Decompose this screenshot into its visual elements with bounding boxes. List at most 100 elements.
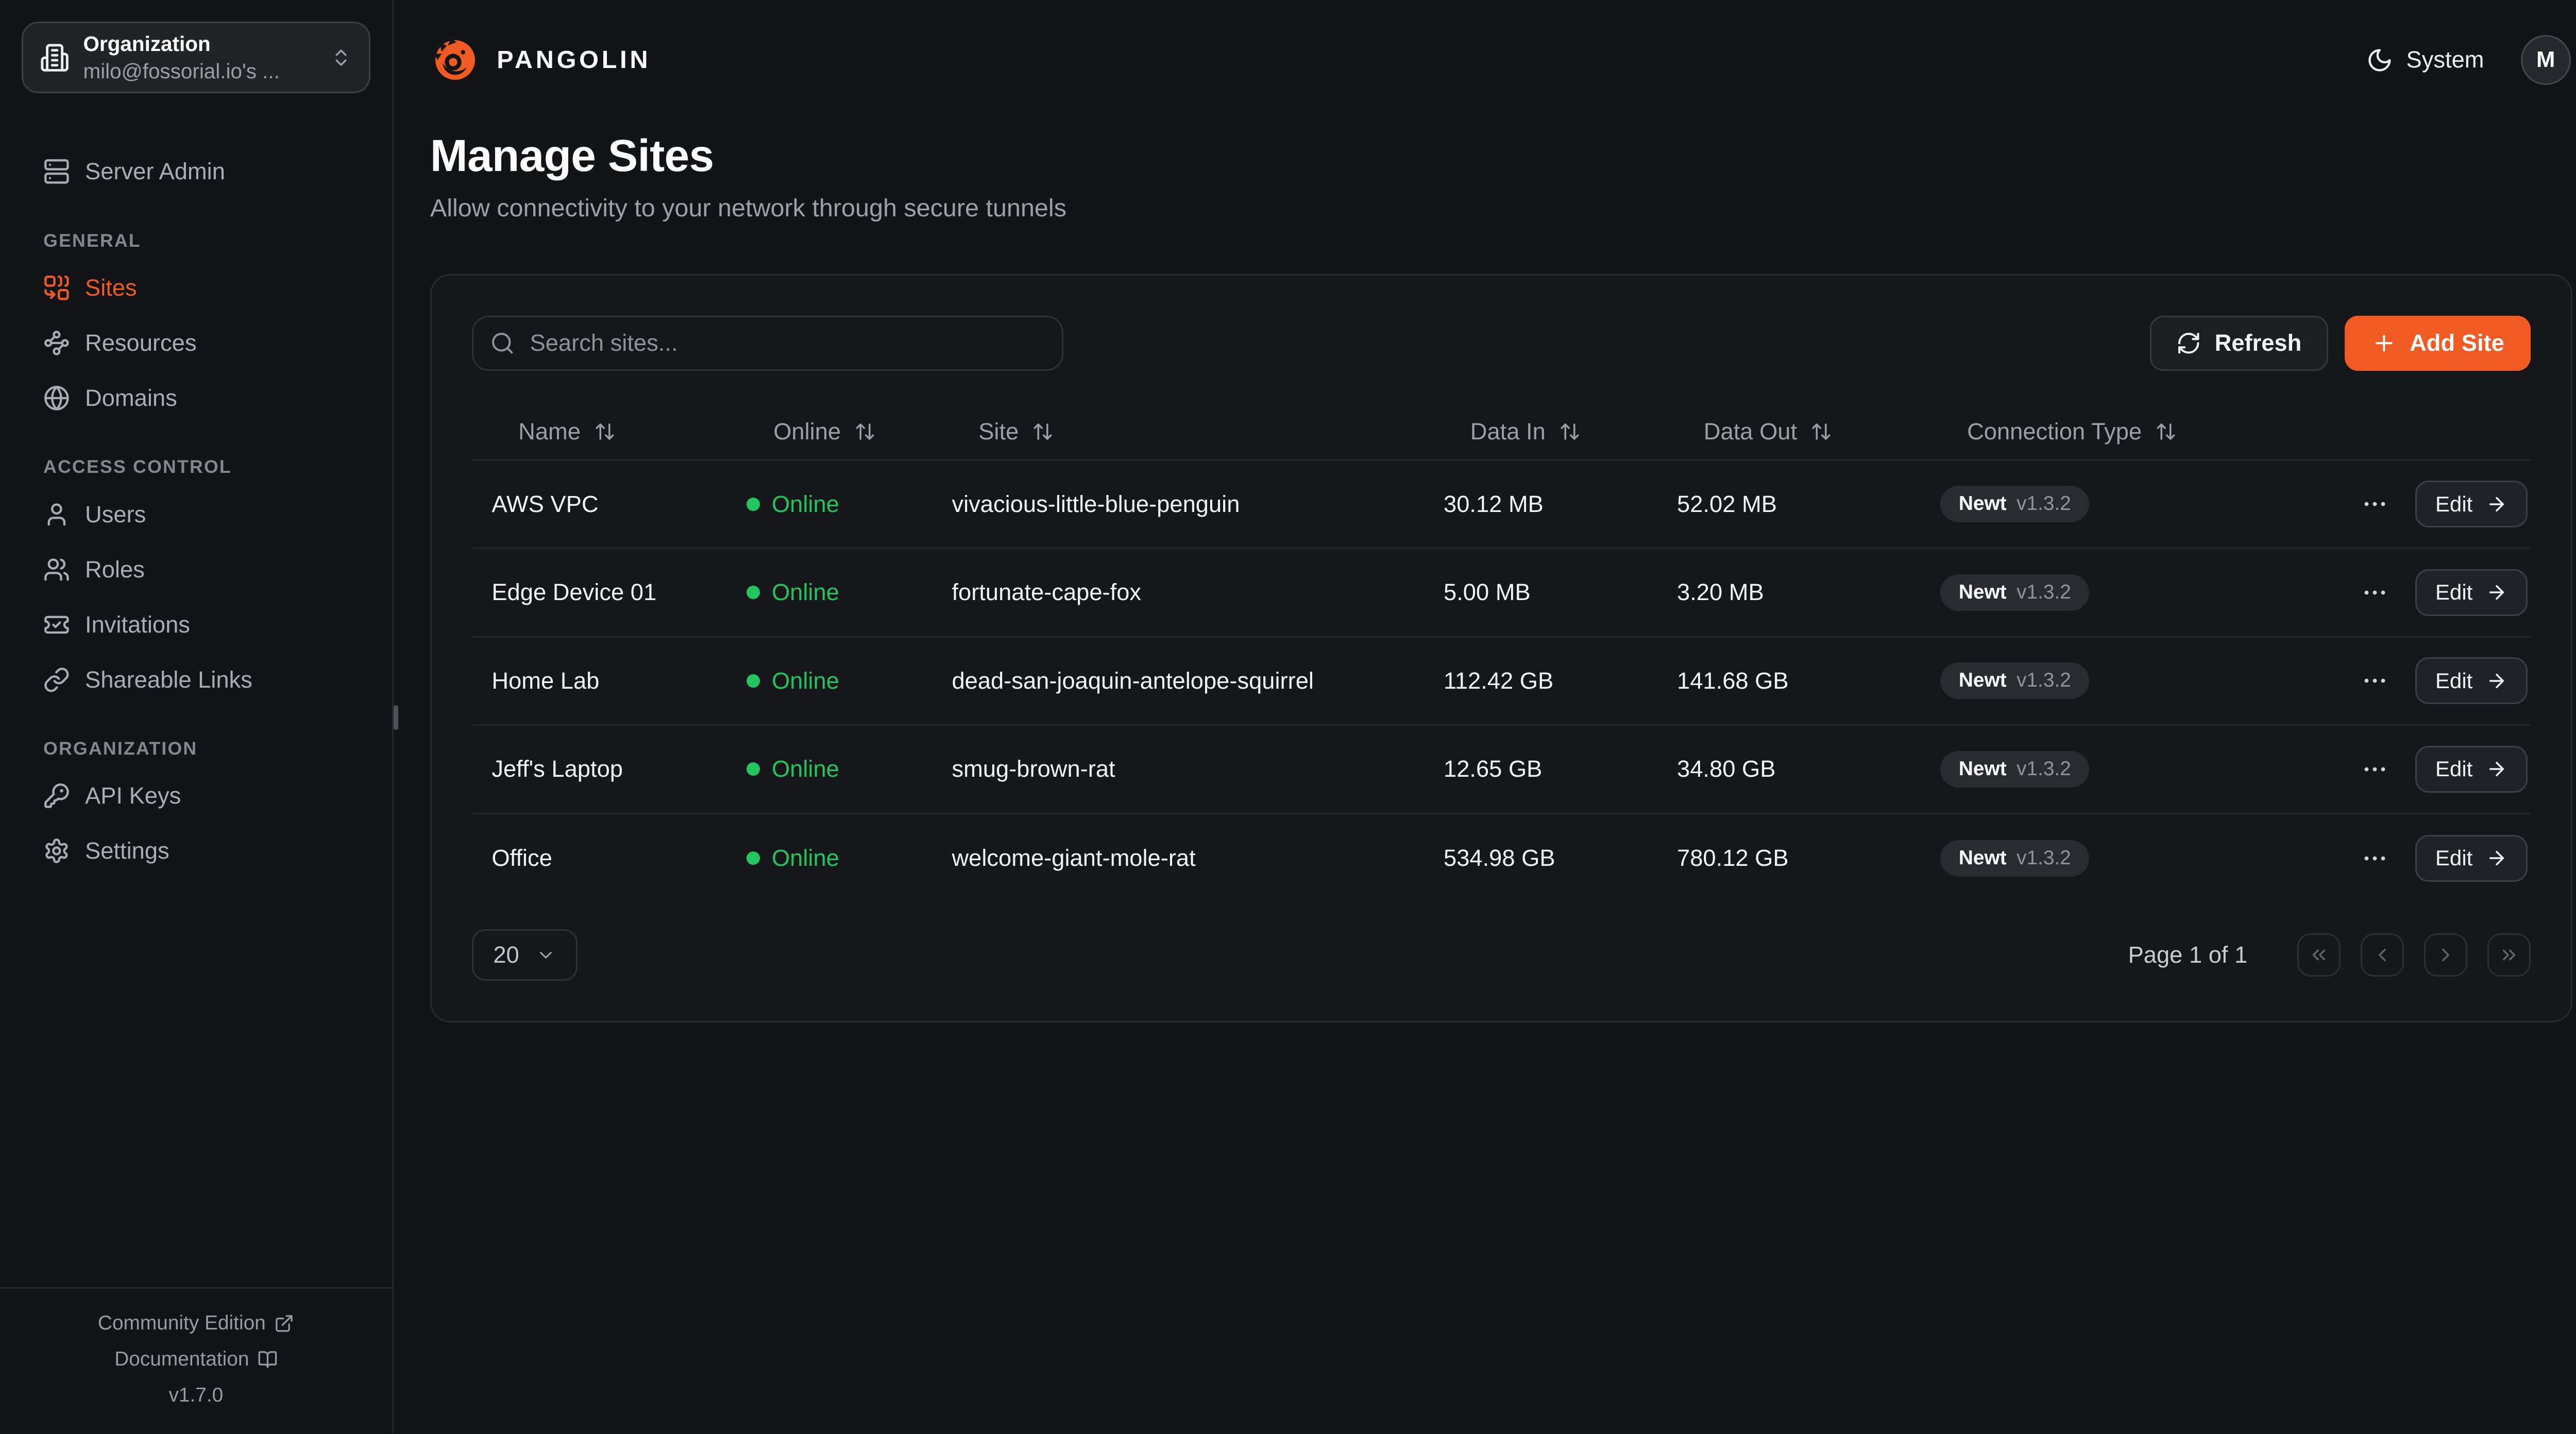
column-header-online[interactable]: Online <box>727 418 932 445</box>
status-badge: Online <box>747 579 931 606</box>
sidebar-item-label: Invitations <box>85 611 190 638</box>
edit-button[interactable]: Edit <box>2415 481 2528 528</box>
brand-logo[interactable]: PANGOLIN <box>430 35 651 85</box>
sidebar-item-shareable-links[interactable]: Shareable Links <box>23 653 368 707</box>
edit-button[interactable]: Edit <box>2415 657 2528 705</box>
cell-site: smug-brown-rat <box>952 756 1115 782</box>
avatar[interactable]: M <box>2520 35 2571 86</box>
first-page-button[interactable] <box>2297 933 2341 977</box>
last-page-button[interactable] <box>2487 933 2531 977</box>
sidebar-section-general: GENERAL <box>43 230 141 251</box>
cell-connection-type: Newt v1.3.2 <box>1920 486 2344 523</box>
building-icon <box>41 43 69 72</box>
sidebar-item-resources[interactable]: Resources <box>23 316 368 370</box>
org-label: Organization <box>83 32 211 56</box>
column-header-name[interactable]: Name <box>472 418 727 445</box>
version-label: v1.7.0 <box>168 1384 224 1407</box>
sidebar: Organization milo@fossorial.io's ... Ser… <box>0 0 394 1433</box>
theme-toggle[interactable]: System <box>2366 46 2484 73</box>
cell-data-out: 141.68 GB <box>1677 667 1789 694</box>
online-dot-icon <box>747 586 760 600</box>
cell-online: Online <box>727 579 932 606</box>
cell-site: fortunate-cape-fox <box>952 579 1142 606</box>
add-site-button[interactable]: Add Site <box>2345 316 2531 371</box>
community-edition-label: Community Edition <box>97 1312 266 1335</box>
chevrons-up-down-icon <box>335 49 347 66</box>
table-toolbar: Refresh Add Site <box>471 316 2531 371</box>
connection-name: Newt <box>1958 846 2007 869</box>
sidebar-item-settings[interactable]: Settings <box>23 824 368 878</box>
sidebar-item-roles[interactable]: Roles <box>23 543 368 596</box>
edit-button[interactable]: Edit <box>2415 745 2528 793</box>
sidebar-item-invitations[interactable]: Invitations <box>23 598 368 652</box>
sites-card: Refresh Add Site Name <box>430 274 2572 1022</box>
cell-online: Online <box>727 845 932 872</box>
search-icon <box>492 333 513 354</box>
column-header-site[interactable]: Site <box>932 418 1424 445</box>
toolbar-actions: Refresh Add Site <box>2149 316 2531 371</box>
cell-site: vivacious-little-blue-penguin <box>952 490 1240 517</box>
globe-icon <box>44 386 69 411</box>
page-size-select[interactable]: 20 <box>471 929 578 981</box>
sidebar-item-domains[interactable]: Domains <box>23 371 368 425</box>
cell-online: Online <box>727 491 932 518</box>
sidebar-item-label: Users <box>85 501 146 527</box>
ellipsis-icon <box>2364 767 2385 772</box>
column-label: Site <box>978 418 1019 445</box>
ellipsis-icon <box>2364 502 2385 506</box>
sort-icon <box>2157 423 2175 440</box>
online-dot-icon <box>747 851 760 865</box>
edit-label: Edit <box>2435 668 2473 693</box>
org-switcher[interactable]: Organization milo@fossorial.io's ... <box>22 22 370 94</box>
row-menu-button[interactable] <box>2357 752 2392 787</box>
sidebar-item-users[interactable]: Users <box>23 488 368 541</box>
documentation-link[interactable]: Documentation <box>0 1341 392 1377</box>
chevron-left-icon <box>2379 948 2386 962</box>
status-label: Online <box>771 756 839 782</box>
cell-data-in: 12.65 GB <box>1444 756 1543 782</box>
cell-online: Online <box>727 756 932 782</box>
sidebar-item-label: Shareable Links <box>85 666 252 693</box>
sidebar-item-label: Sites <box>85 275 137 301</box>
row-menu-button[interactable] <box>2357 841 2392 876</box>
row-menu-button[interactable] <box>2357 487 2392 522</box>
cell-actions: Edit <box>2344 569 2531 616</box>
arrow-right-icon <box>2489 497 2504 511</box>
column-label: Name <box>518 418 581 445</box>
search-input[interactable] <box>471 316 1064 371</box>
search-wrap <box>471 316 1064 371</box>
previous-page-button[interactable] <box>2361 933 2404 977</box>
ellipsis-icon <box>2364 590 2385 595</box>
column-header-data-in[interactable]: Data In <box>1423 418 1657 445</box>
connection-version: v1.3.2 <box>2016 581 2071 603</box>
page-content: Manage Sites Allow connectivity to your … <box>394 120 2576 1022</box>
ellipsis-icon <box>2364 678 2385 683</box>
sidebar-item-server-admin[interactable]: Server Admin <box>23 145 368 199</box>
sidebar-item-api-keys[interactable]: API Keys <box>23 769 368 823</box>
edit-button[interactable]: Edit <box>2415 569 2528 616</box>
column-header-data-out[interactable]: Data Out <box>1657 418 1920 445</box>
ticket-check-icon <box>44 616 69 634</box>
next-page-button[interactable] <box>2424 933 2468 977</box>
book-open-icon <box>258 1351 277 1368</box>
row-menu-button[interactable] <box>2357 663 2392 698</box>
community-edition-link[interactable]: Community Edition <box>0 1305 392 1341</box>
row-menu-button[interactable] <box>2357 575 2392 610</box>
sidebar-section-access-control: ACCESS CONTROL <box>43 456 232 477</box>
status-badge: Online <box>747 668 931 694</box>
sidebar-resize-handle[interactable] <box>393 705 399 730</box>
table-row: AWS VPC Online vivacious-little-blue-pen… <box>471 461 2531 549</box>
connection-version: v1.3.2 <box>2016 492 2071 515</box>
table-row: Office Online welcome-giant-mole-rat 534… <box>472 814 2531 903</box>
status-label: Online <box>771 490 839 517</box>
connection-version: v1.3.2 <box>2016 846 2071 869</box>
chevron-down-icon <box>540 951 552 959</box>
column-label: Data Out <box>1703 418 1798 445</box>
server-icon <box>44 159 69 184</box>
connection-type-badge: Newt v1.3.2 <box>1940 840 2090 877</box>
refresh-button[interactable]: Refresh <box>2149 316 2328 371</box>
edit-button[interactable]: Edit <box>2415 834 2528 882</box>
sidebar-item-sites[interactable]: Sites <box>23 261 368 315</box>
column-header-connection-type[interactable]: Connection Type <box>1920 418 2344 445</box>
